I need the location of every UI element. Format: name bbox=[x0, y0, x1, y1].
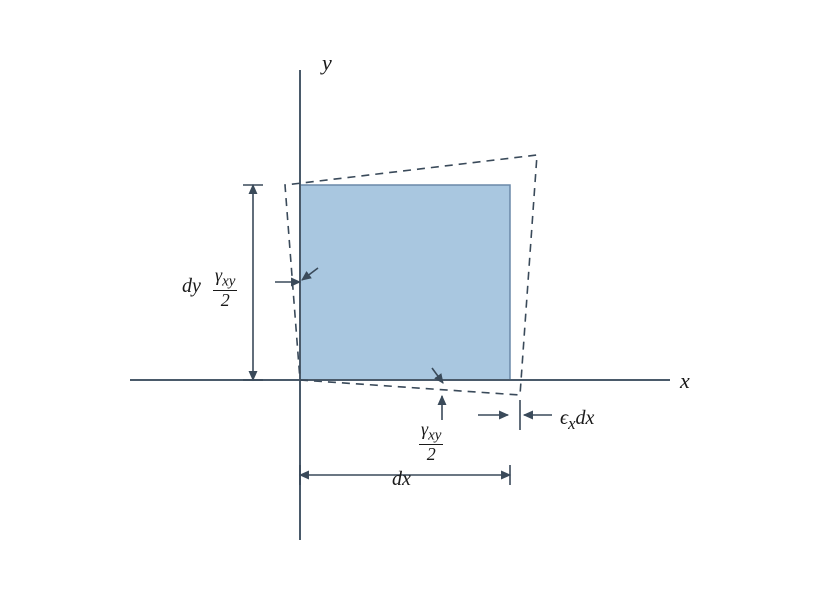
dx-label: dx bbox=[392, 468, 411, 490]
x-axis-label: x bbox=[679, 368, 690, 393]
dy-label: dy bbox=[182, 275, 201, 297]
undeformed-element bbox=[300, 185, 510, 380]
y-axis-label: y bbox=[320, 50, 332, 75]
